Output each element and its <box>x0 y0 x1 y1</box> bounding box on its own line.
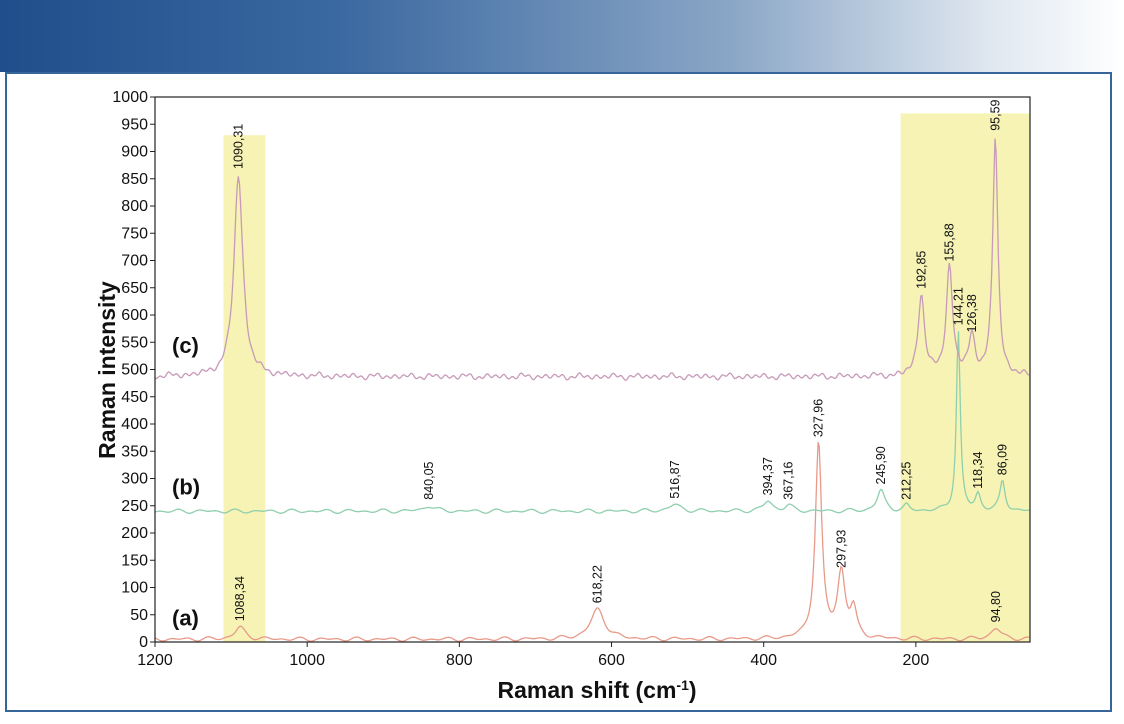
highlight-band-2 <box>900 113 1030 643</box>
x-tick-label: 200 <box>903 652 930 669</box>
series-tag: (c) <box>172 333 199 358</box>
peak-label: 118,34 <box>971 451 985 488</box>
y-tick-label: 0 <box>139 634 148 651</box>
peak-label: 297,93 <box>834 530 848 568</box>
peak-label: 86,09 <box>996 444 1010 475</box>
y-tick-label: 950 <box>121 116 148 133</box>
peak-label: 126,38 <box>965 294 979 332</box>
y-tick-label: 350 <box>121 443 148 460</box>
y-tick-label: 1000 <box>112 89 148 106</box>
y-tick-label: 750 <box>121 225 148 242</box>
y-tick-label: 300 <box>121 471 148 488</box>
y-tick-label: 550 <box>121 334 148 351</box>
y-tick-label: 100 <box>121 580 148 597</box>
x-axis-title-main: Raman shift (cm <box>497 677 676 703</box>
peak-label: 394,37 <box>761 457 775 495</box>
peak-label: 155,88 <box>942 223 956 261</box>
x-axis-title-close: ) <box>689 677 697 703</box>
peak-labels: 1088,34 618,22 327,96 297,93 94,80 840,05 516,… <box>231 99 1009 622</box>
highlight-bands <box>223 113 1030 643</box>
y-axis-ticks: 0 50 100 150 200 250 300 350 400 450 500 550 600 650 7… <box>112 89 155 651</box>
y-tick-label: 800 <box>121 198 148 215</box>
x-tick-label: 400 <box>750 652 777 669</box>
peak-label: 144,21 <box>951 287 965 325</box>
x-tick-label: 600 <box>598 652 625 669</box>
spectrum-line-3 <box>154 138 1030 381</box>
peak-label: 192,85 <box>914 251 928 289</box>
y-tick-label: 250 <box>121 498 148 515</box>
y-tick-label: 600 <box>121 307 148 324</box>
series-tags: (a) (b) (c) <box>172 333 200 630</box>
peak-label: 367,16 <box>782 461 796 499</box>
peak-label: 95,59 <box>988 99 1002 130</box>
series-tag: (b) <box>172 475 200 500</box>
y-tick-label: 150 <box>121 552 148 569</box>
x-axis-title-sup: -1 <box>676 677 689 693</box>
peak-label: 1088,34 <box>233 576 247 621</box>
peak-label: 516,87 <box>668 460 682 498</box>
spectrum-lines <box>154 138 1030 642</box>
highlight-band-1 <box>223 135 266 642</box>
y-tick-label: 400 <box>121 416 148 433</box>
y-tick-label: 450 <box>121 389 148 406</box>
y-tick-label: 850 <box>121 171 148 188</box>
peak-label: 618,22 <box>591 565 605 603</box>
x-axis-ticks: 1200 1000 800 600 400 200 <box>137 642 929 669</box>
peak-label: 212,25 <box>900 461 914 499</box>
peak-label: 327,96 <box>812 399 826 437</box>
peak-label: 1090,31 <box>231 124 245 169</box>
y-tick-label: 500 <box>121 362 148 379</box>
y-tick-label: 700 <box>121 253 148 270</box>
x-tick-label: 800 <box>446 652 473 669</box>
series-tag: (a) <box>172 605 199 630</box>
spectrum-line-2 <box>154 331 1030 514</box>
peak-label: 245,90 <box>874 446 888 484</box>
y-tick-label: 650 <box>121 280 148 297</box>
x-axis-title: Raman shift (cm-1) <box>497 677 696 703</box>
y-tick-label: 900 <box>121 144 148 161</box>
plot-area-border <box>154 96 1031 643</box>
y-tick-label: 50 <box>130 607 148 624</box>
peak-label: 94,80 <box>989 591 1003 622</box>
x-tick-label: 1200 <box>137 652 173 669</box>
y-axis-title: Raman intensity <box>94 281 120 459</box>
y-tick-label: 200 <box>121 525 148 542</box>
x-tick-label: 1000 <box>289 652 325 669</box>
spectrum-line-1 <box>154 442 1030 642</box>
header-banner <box>0 0 1124 72</box>
peak-label: 840,05 <box>422 461 436 499</box>
